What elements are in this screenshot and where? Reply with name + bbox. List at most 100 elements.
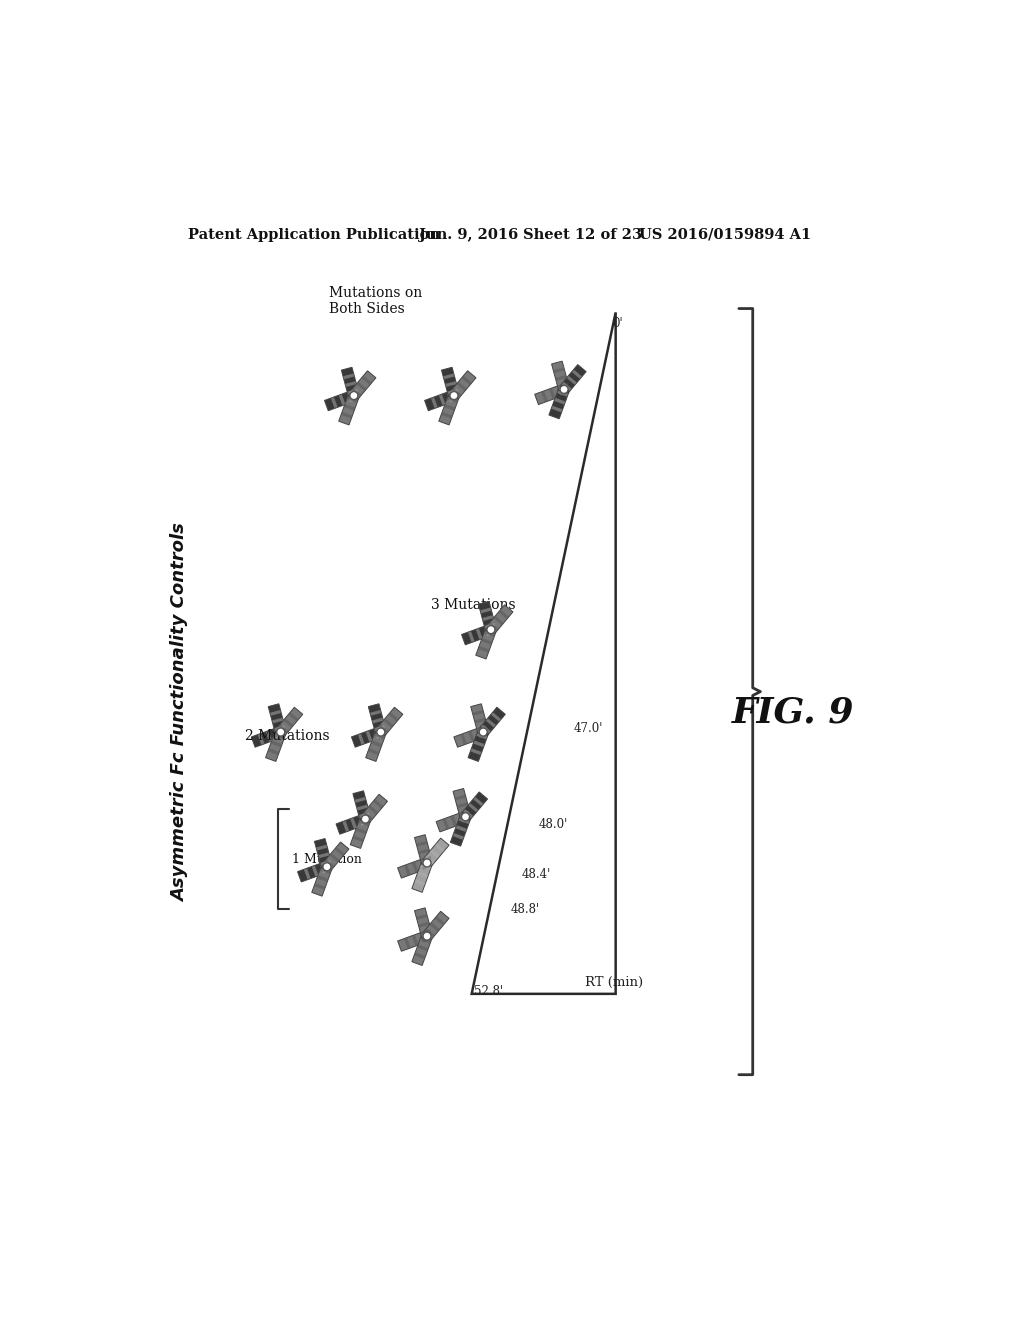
Polygon shape (549, 388, 556, 399)
Circle shape (423, 859, 431, 867)
Polygon shape (425, 928, 434, 937)
Polygon shape (459, 817, 469, 824)
Polygon shape (567, 376, 577, 384)
Polygon shape (374, 733, 385, 739)
Polygon shape (375, 726, 385, 731)
Polygon shape (535, 384, 566, 404)
Text: 3 Mutations: 3 Mutations (431, 598, 515, 612)
Polygon shape (359, 812, 370, 818)
Polygon shape (479, 708, 505, 735)
Polygon shape (419, 849, 429, 854)
Polygon shape (342, 821, 349, 832)
Polygon shape (335, 847, 344, 857)
Polygon shape (415, 834, 432, 865)
Polygon shape (268, 704, 286, 734)
Polygon shape (468, 631, 474, 642)
Polygon shape (373, 718, 383, 723)
Polygon shape (377, 708, 402, 735)
Polygon shape (336, 814, 368, 834)
Text: 2 Mutations: 2 Mutations (245, 729, 329, 743)
Polygon shape (499, 610, 509, 619)
Polygon shape (361, 795, 387, 822)
Polygon shape (562, 381, 571, 391)
Polygon shape (274, 733, 285, 739)
Polygon shape (552, 405, 562, 412)
Circle shape (479, 729, 487, 737)
Circle shape (361, 814, 370, 824)
Polygon shape (441, 412, 453, 418)
Polygon shape (472, 313, 615, 994)
Polygon shape (343, 374, 354, 379)
Polygon shape (457, 381, 467, 391)
Circle shape (276, 729, 285, 737)
Polygon shape (430, 923, 439, 932)
Polygon shape (274, 726, 285, 731)
Polygon shape (557, 389, 568, 396)
Polygon shape (450, 371, 476, 399)
Polygon shape (453, 788, 471, 818)
Polygon shape (349, 371, 376, 399)
Polygon shape (374, 800, 383, 808)
Polygon shape (446, 392, 454, 403)
Polygon shape (270, 710, 281, 715)
Polygon shape (482, 615, 494, 620)
Text: US 2016/0159894 A1: US 2016/0159894 A1 (639, 227, 811, 242)
Polygon shape (486, 605, 513, 634)
Text: 48.0': 48.0' (539, 818, 568, 832)
Text: 52.8': 52.8' (474, 985, 503, 998)
Text: FIG. 9: FIG. 9 (731, 696, 854, 730)
Circle shape (462, 813, 470, 821)
Polygon shape (552, 362, 569, 391)
Polygon shape (372, 741, 382, 747)
Polygon shape (457, 803, 468, 808)
Text: 47.0': 47.0' (573, 722, 603, 735)
Polygon shape (560, 364, 586, 393)
Polygon shape (419, 921, 429, 928)
Polygon shape (454, 727, 485, 747)
Polygon shape (325, 391, 355, 411)
Polygon shape (488, 622, 499, 631)
Polygon shape (361, 376, 372, 385)
Polygon shape (415, 879, 425, 886)
Polygon shape (350, 818, 357, 829)
Polygon shape (298, 862, 329, 882)
Polygon shape (443, 374, 454, 379)
Polygon shape (460, 734, 467, 744)
Polygon shape (477, 726, 487, 731)
Polygon shape (325, 859, 335, 869)
Circle shape (423, 932, 431, 940)
Polygon shape (473, 797, 483, 807)
Polygon shape (341, 367, 359, 397)
Polygon shape (435, 843, 444, 853)
Polygon shape (417, 841, 427, 846)
Polygon shape (486, 718, 496, 727)
Polygon shape (323, 842, 349, 870)
Polygon shape (476, 628, 482, 639)
Polygon shape (541, 391, 548, 401)
Polygon shape (420, 863, 431, 870)
Polygon shape (483, 626, 490, 636)
Polygon shape (447, 396, 458, 403)
Polygon shape (549, 388, 569, 418)
Polygon shape (461, 792, 487, 820)
Polygon shape (356, 381, 367, 391)
Polygon shape (369, 748, 379, 755)
Polygon shape (420, 859, 426, 870)
Polygon shape (554, 367, 564, 374)
Polygon shape (436, 812, 467, 832)
Polygon shape (339, 393, 359, 425)
Polygon shape (471, 704, 488, 734)
Polygon shape (423, 911, 450, 940)
Polygon shape (355, 797, 366, 803)
Polygon shape (453, 833, 464, 840)
Polygon shape (425, 855, 434, 865)
Polygon shape (355, 828, 367, 834)
Polygon shape (397, 858, 429, 878)
Polygon shape (268, 748, 279, 755)
Polygon shape (374, 729, 380, 739)
Polygon shape (462, 624, 493, 644)
Polygon shape (418, 945, 428, 952)
Polygon shape (389, 713, 398, 721)
Polygon shape (311, 865, 332, 896)
Polygon shape (463, 809, 473, 818)
